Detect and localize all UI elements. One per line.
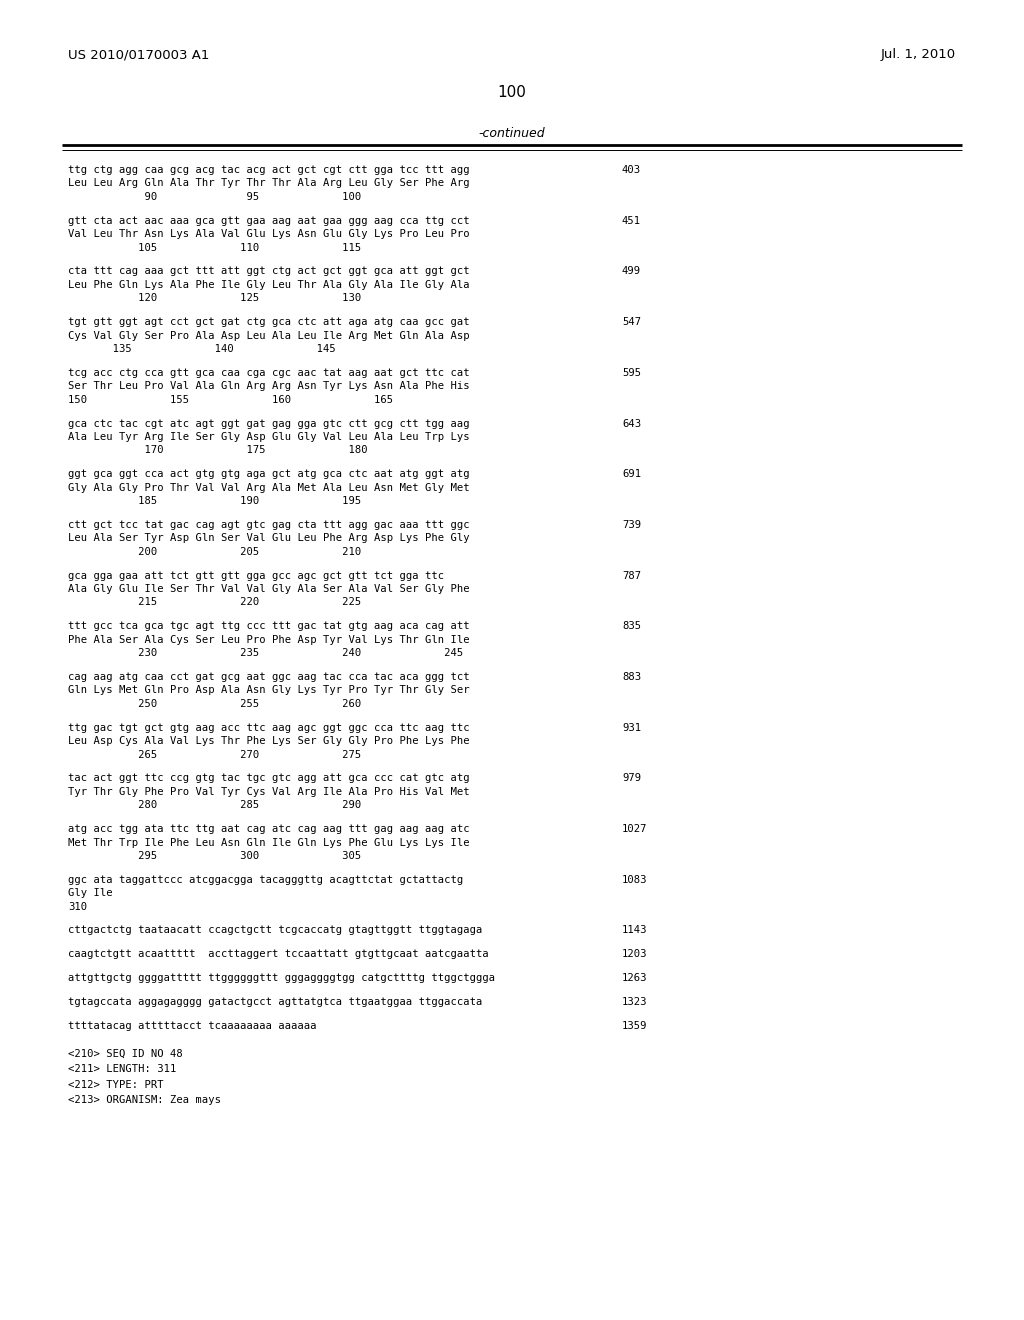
Text: attgttgctg ggggattttt ttggggggttt gggaggggtgg catgcttttg ttggctggga: attgttgctg ggggattttt ttggggggttt gggagg… (68, 973, 496, 983)
Text: <213> ORGANISM: Zea mays: <213> ORGANISM: Zea mays (68, 1096, 221, 1105)
Text: 135             140             145: 135 140 145 (68, 345, 336, 354)
Text: 403: 403 (622, 165, 641, 176)
Text: tac act ggt ttc ccg gtg tac tgc gtc agg att gca ccc cat gtc atg: tac act ggt ttc ccg gtg tac tgc gtc agg … (68, 774, 470, 783)
Text: Phe Ala Ser Ala Cys Ser Leu Pro Phe Asp Tyr Val Lys Thr Gln Ile: Phe Ala Ser Ala Cys Ser Leu Pro Phe Asp … (68, 635, 470, 644)
Text: 280             285             290: 280 285 290 (68, 800, 361, 810)
Text: <210> SEQ ID NO 48: <210> SEQ ID NO 48 (68, 1049, 182, 1059)
Text: 739: 739 (622, 520, 641, 529)
Text: 200             205             210: 200 205 210 (68, 546, 361, 557)
Text: Leu Asp Cys Ala Val Lys Thr Phe Lys Ser Gly Gly Pro Phe Lys Phe: Leu Asp Cys Ala Val Lys Thr Phe Lys Ser … (68, 737, 470, 746)
Text: caagtctgtt acaattttt  accttaggert tccaattatt gtgttgcaat aatcgaatta: caagtctgtt acaattttt accttaggert tccaatt… (68, 949, 488, 960)
Text: 90              95             100: 90 95 100 (68, 191, 361, 202)
Text: 100: 100 (498, 84, 526, 100)
Text: 979: 979 (622, 774, 641, 783)
Text: 170             175             180: 170 175 180 (68, 445, 368, 455)
Text: gtt cta act aac aaa gca gtt gaa aag aat gaa ggg aag cca ttg cct: gtt cta act aac aaa gca gtt gaa aag aat … (68, 215, 470, 226)
Text: atg acc tgg ata ttc ttg aat cag atc cag aag ttt gag aag aag atc: atg acc tgg ata ttc ttg aat cag atc cag … (68, 824, 470, 834)
Text: 1203: 1203 (622, 949, 647, 960)
Text: 215             220             225: 215 220 225 (68, 598, 361, 607)
Text: 1143: 1143 (622, 925, 647, 936)
Text: cta ttt cag aaa gct ttt att ggt ctg act gct ggt gca att ggt gct: cta ttt cag aaa gct ttt att ggt ctg act … (68, 267, 470, 276)
Text: ttg ctg agg caa gcg acg tac acg act gct cgt ctt gga tcc ttt agg: ttg ctg agg caa gcg acg tac acg act gct … (68, 165, 470, 176)
Text: 120             125             130: 120 125 130 (68, 293, 361, 304)
Text: 295             300             305: 295 300 305 (68, 851, 361, 861)
Text: 883: 883 (622, 672, 641, 682)
Text: tgtagccata aggagagggg gatactgcct agttatgtca ttgaatggaa ttggaccata: tgtagccata aggagagggg gatactgcct agttatg… (68, 997, 482, 1007)
Text: 310: 310 (68, 902, 87, 912)
Text: 1263: 1263 (622, 973, 647, 983)
Text: 787: 787 (622, 570, 641, 581)
Text: ttttatacag atttttacct tcaaaaaaaa aaaaaa: ttttatacag atttttacct tcaaaaaaaa aaaaaa (68, 1022, 316, 1031)
Text: <212> TYPE: PRT: <212> TYPE: PRT (68, 1080, 164, 1090)
Text: gca gga gaa att tct gtt gtt gga gcc agc gct gtt tct gga ttc: gca gga gaa att tct gtt gtt gga gcc agc … (68, 570, 444, 581)
Text: Ser Thr Leu Pro Val Ala Gln Arg Arg Asn Tyr Lys Asn Ala Phe His: Ser Thr Leu Pro Val Ala Gln Arg Arg Asn … (68, 381, 470, 391)
Text: 451: 451 (622, 215, 641, 226)
Text: Gln Lys Met Gln Pro Asp Ala Asn Gly Lys Tyr Pro Tyr Thr Gly Ser: Gln Lys Met Gln Pro Asp Ala Asn Gly Lys … (68, 685, 470, 696)
Text: gca ctc tac cgt atc agt ggt gat gag gga gtc ctt gcg ctt tgg aag: gca ctc tac cgt atc agt ggt gat gag gga … (68, 418, 470, 429)
Text: 185             190             195: 185 190 195 (68, 496, 361, 506)
Text: Gly Ala Gly Pro Thr Val Val Arg Ala Met Ala Leu Asn Met Gly Met: Gly Ala Gly Pro Thr Val Val Arg Ala Met … (68, 483, 470, 492)
Text: 265             270             275: 265 270 275 (68, 750, 361, 759)
Text: 547: 547 (622, 317, 641, 327)
Text: 1323: 1323 (622, 997, 647, 1007)
Text: tgt gtt ggt agt cct gct gat ctg gca ctc att aga atg caa gcc gat: tgt gtt ggt agt cct gct gat ctg gca ctc … (68, 317, 470, 327)
Text: -continued: -continued (478, 127, 546, 140)
Text: Val Leu Thr Asn Lys Ala Val Glu Lys Asn Glu Gly Lys Pro Leu Pro: Val Leu Thr Asn Lys Ala Val Glu Lys Asn … (68, 230, 470, 239)
Text: ggt gca ggt cca act gtg gtg aga gct atg gca ctc aat atg ggt atg: ggt gca ggt cca act gtg gtg aga gct atg … (68, 469, 470, 479)
Text: Jul. 1, 2010: Jul. 1, 2010 (881, 48, 956, 61)
Text: Cys Val Gly Ser Pro Ala Asp Leu Ala Leu Ile Arg Met Gln Ala Asp: Cys Val Gly Ser Pro Ala Asp Leu Ala Leu … (68, 330, 470, 341)
Text: Leu Phe Gln Lys Ala Phe Ile Gly Leu Thr Ala Gly Ala Ile Gly Ala: Leu Phe Gln Lys Ala Phe Ile Gly Leu Thr … (68, 280, 470, 290)
Text: 1359: 1359 (622, 1022, 647, 1031)
Text: 105             110             115: 105 110 115 (68, 243, 361, 252)
Text: ctt gct tcc tat gac cag agt gtc gag cta ttt agg gac aaa ttt ggc: ctt gct tcc tat gac cag agt gtc gag cta … (68, 520, 470, 529)
Text: Leu Leu Arg Gln Ala Thr Tyr Thr Thr Ala Arg Leu Gly Ser Phe Arg: Leu Leu Arg Gln Ala Thr Tyr Thr Thr Ala … (68, 178, 470, 189)
Text: Tyr Thr Gly Phe Pro Val Tyr Cys Val Arg Ile Ala Pro His Val Met: Tyr Thr Gly Phe Pro Val Tyr Cys Val Arg … (68, 787, 470, 797)
Text: Ala Gly Glu Ile Ser Thr Val Val Gly Ala Ser Ala Val Ser Gly Phe: Ala Gly Glu Ile Ser Thr Val Val Gly Ala … (68, 583, 470, 594)
Text: Ala Leu Tyr Arg Ile Ser Gly Asp Glu Gly Val Leu Ala Leu Trp Lys: Ala Leu Tyr Arg Ile Ser Gly Asp Glu Gly … (68, 432, 470, 442)
Text: tcg acc ctg cca gtt gca caa cga cgc aac tat aag aat gct ttc cat: tcg acc ctg cca gtt gca caa cga cgc aac … (68, 368, 470, 378)
Text: Leu Ala Ser Tyr Asp Gln Ser Val Glu Leu Phe Arg Asp Lys Phe Gly: Leu Ala Ser Tyr Asp Gln Ser Val Glu Leu … (68, 533, 470, 544)
Text: cag aag atg caa cct gat gcg aat ggc aag tac cca tac aca ggg tct: cag aag atg caa cct gat gcg aat ggc aag … (68, 672, 470, 682)
Text: Met Thr Trp Ile Phe Leu Asn Gln Ile Gln Lys Phe Glu Lys Lys Ile: Met Thr Trp Ile Phe Leu Asn Gln Ile Gln … (68, 837, 470, 847)
Text: 643: 643 (622, 418, 641, 429)
Text: 499: 499 (622, 267, 641, 276)
Text: 250             255             260: 250 255 260 (68, 698, 361, 709)
Text: Gly Ile: Gly Ile (68, 888, 113, 898)
Text: ggc ata taggattccc atcggacgga tacagggttg acagttctat gctattactg: ggc ata taggattccc atcggacgga tacagggttg… (68, 875, 463, 884)
Text: cttgactctg taataacatt ccagctgctt tcgcaccatg gtagttggtt ttggtagaga: cttgactctg taataacatt ccagctgctt tcgcacc… (68, 925, 482, 936)
Text: 1027: 1027 (622, 824, 647, 834)
Text: 691: 691 (622, 469, 641, 479)
Text: 150             155             160             165: 150 155 160 165 (68, 395, 393, 405)
Text: ttg gac tgt gct gtg aag acc ttc aag agc ggt ggc cca ttc aag ttc: ttg gac tgt gct gtg aag acc ttc aag agc … (68, 723, 470, 733)
Text: <211> LENGTH: 311: <211> LENGTH: 311 (68, 1064, 176, 1074)
Text: ttt gcc tca gca tgc agt ttg ccc ttt gac tat gtg aag aca cag att: ttt gcc tca gca tgc agt ttg ccc ttt gac … (68, 622, 470, 631)
Text: 931: 931 (622, 723, 641, 733)
Text: 1083: 1083 (622, 875, 647, 884)
Text: 595: 595 (622, 368, 641, 378)
Text: 835: 835 (622, 622, 641, 631)
Text: 230             235             240             245: 230 235 240 245 (68, 648, 463, 659)
Text: US 2010/0170003 A1: US 2010/0170003 A1 (68, 48, 209, 61)
